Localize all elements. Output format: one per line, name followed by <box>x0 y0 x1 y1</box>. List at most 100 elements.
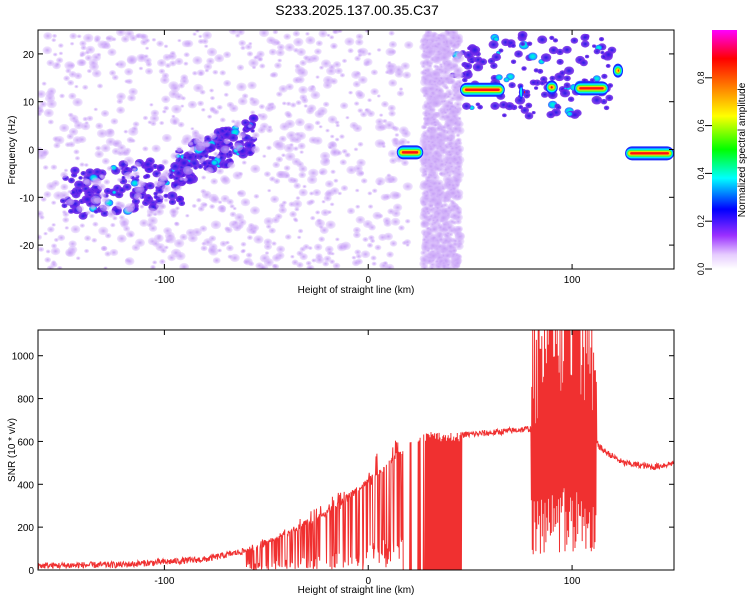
spectrogram-blob <box>79 40 87 47</box>
spectrogram-blob <box>80 170 87 176</box>
spectrogram-blob <box>112 140 120 147</box>
spectrogram-blob <box>449 154 460 163</box>
spectrogram-blob <box>53 142 61 149</box>
spectrogram-blob <box>116 234 127 243</box>
spectrogram-blob <box>76 256 81 261</box>
spectrogram-blob <box>204 142 210 147</box>
spectrogram-blob <box>508 82 516 89</box>
spectrogram-blob <box>272 263 280 269</box>
spectrogram-blob <box>184 175 195 185</box>
spectrogram-blob <box>325 220 336 229</box>
spectrogram-blob <box>266 36 276 45</box>
spectrogram-blob <box>51 200 57 205</box>
spectrogram-blob <box>126 136 135 144</box>
spectrogram-blob <box>201 175 207 180</box>
spectrogram-blob <box>203 238 213 247</box>
spectrogram-blob <box>133 192 143 200</box>
spectrogram-blob <box>510 59 517 64</box>
spectrogram-blob <box>339 72 346 78</box>
spectrogram-blob <box>97 83 103 89</box>
spectrogram-blob <box>228 134 239 142</box>
spectrogram-blob <box>275 49 285 57</box>
spectrogram-blob <box>436 49 442 54</box>
spectrogram-blob <box>518 104 524 110</box>
spectrogram-blob <box>187 100 198 109</box>
spectrogram-blob <box>159 203 167 210</box>
spectrogram-blob <box>139 204 145 209</box>
spectrogram-blob <box>352 226 361 234</box>
spectrogram-blob <box>209 96 215 101</box>
spectrogram-blob <box>274 62 282 69</box>
spectrogram-blob <box>109 70 117 76</box>
spectrogram-blob <box>76 34 82 39</box>
spectrogram-blob <box>262 154 267 158</box>
tone-band-core <box>524 90 526 94</box>
spectrogram-blob <box>292 30 301 37</box>
spectrogram-blob <box>250 164 261 174</box>
snr-series <box>38 330 674 570</box>
spectrogram-blob <box>367 191 373 196</box>
spec-y-tick-label: -20 <box>20 241 35 252</box>
spectrogram-blob <box>454 151 459 155</box>
colorbar-ticks: 0.0 0.2 0.4 0.6 0.8 <box>696 72 712 275</box>
spectrogram-blob <box>563 82 571 89</box>
spectrogram-blob <box>281 101 287 106</box>
spectrogram-blob <box>293 37 304 47</box>
spectrogram-blob <box>313 243 323 251</box>
spectrogram-blob <box>101 196 110 204</box>
spectrogram-blob <box>93 107 98 112</box>
spectrogram-blob <box>142 115 149 121</box>
spectrogram-blob <box>229 211 237 218</box>
spectrogram-blob <box>398 138 408 146</box>
spectrogram-blob <box>134 185 145 194</box>
tone-band-core <box>464 88 500 91</box>
spectrogram-blob <box>302 184 307 189</box>
colorbar-gradient <box>712 30 737 269</box>
spectrogram-blob <box>462 102 471 110</box>
spectrogram-blob <box>78 212 88 220</box>
spectrogram-blob <box>454 93 465 102</box>
spectrogram-blob <box>244 43 253 50</box>
spectrogram-blob <box>421 149 432 159</box>
spectrogram-blob <box>140 39 148 46</box>
spectrogram-blob <box>50 164 58 170</box>
spectrogram-blob <box>298 171 307 179</box>
spectrogram-blob <box>424 47 435 57</box>
spectrogram-blob <box>270 195 280 203</box>
spectrogram-blob <box>318 236 326 242</box>
spectrogram-blob <box>366 242 374 248</box>
spectrogram-blob <box>490 62 498 69</box>
spectrogram-blob <box>229 104 239 113</box>
spectrogram-blob <box>169 116 180 126</box>
tone-band-core <box>401 151 419 154</box>
spectrogram-blob <box>603 105 610 111</box>
spectrogram-blob <box>435 126 442 131</box>
spectrogram-blob <box>528 52 538 61</box>
spectrogram-blob <box>299 150 304 154</box>
spectrogram-blob <box>197 38 204 44</box>
spectrogram-blob <box>563 66 575 75</box>
spectrogram-blob <box>276 91 283 97</box>
spectrogram-blob <box>393 191 402 199</box>
spectrogram-blob <box>455 225 464 233</box>
spectrogram-blob <box>291 177 299 184</box>
spectrogram-blob <box>452 125 460 133</box>
spectrogram-blob <box>161 159 169 166</box>
spectrogram-blob <box>537 68 544 74</box>
tone-band-core <box>630 152 669 155</box>
spectrogram-blob <box>435 232 444 240</box>
spectrogram-blob <box>158 68 166 75</box>
spectrogram-blob <box>368 235 375 241</box>
spectrogram-blob <box>225 226 233 234</box>
snr-y-ticks: 0 200 400 600 800 1000 <box>12 352 674 577</box>
colorbar-tick-label: 0.4 <box>696 167 706 180</box>
spectrogram-blob <box>378 233 387 241</box>
spectrogram-blob <box>226 244 234 252</box>
spectrogram-blob <box>250 229 257 235</box>
spectrogram-blob <box>96 129 108 138</box>
spectrogram-blob <box>428 251 439 261</box>
spectrogram-blob <box>210 220 222 230</box>
spectrogram-blob <box>79 162 85 167</box>
spectrogram-blob <box>386 66 396 75</box>
spectrogram-blob <box>70 41 75 46</box>
